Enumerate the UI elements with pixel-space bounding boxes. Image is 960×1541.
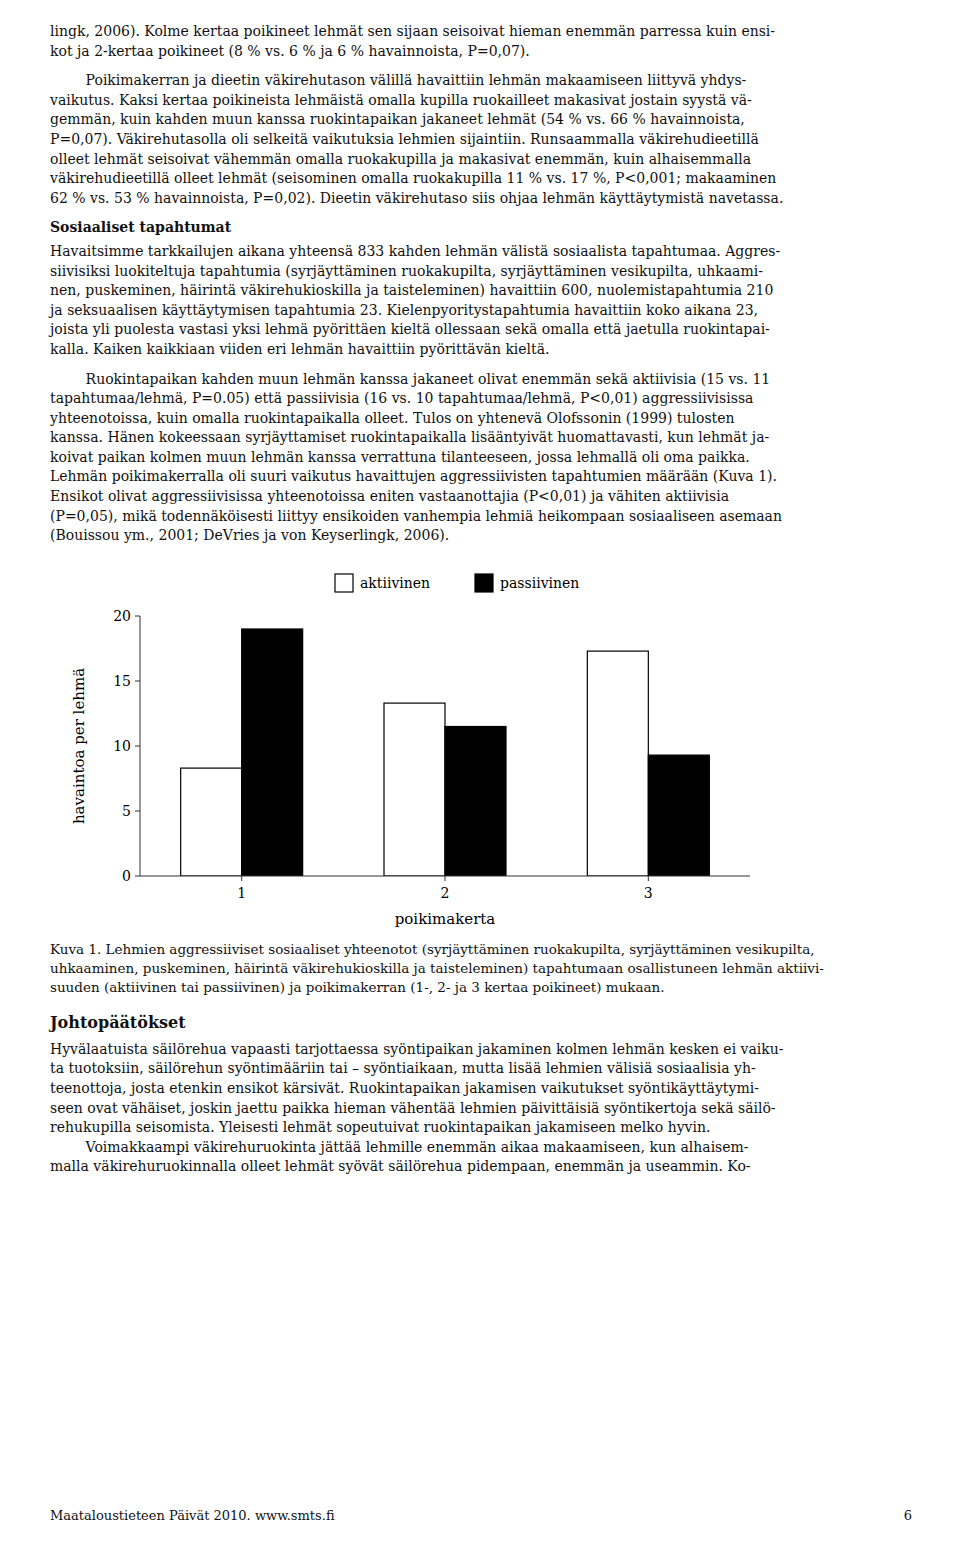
x-tick (445, 876, 446, 881)
chart: 0 5 10 15 20 1 2 3 poikimakerta havaintoa per leh… (60, 556, 780, 936)
bar (445, 726, 506, 876)
bar (181, 768, 242, 876)
paragraph: Poikimakerran ja dieetin väkirehutason v… (50, 71, 910, 208)
legend-swatch (475, 574, 493, 592)
bar (242, 629, 303, 876)
x-tick (648, 876, 649, 881)
paragraph: Havaitsimme tarkkailujen aikana yhteensä… (50, 242, 910, 360)
bar (587, 651, 648, 876)
y-tick-label: 20 (113, 608, 131, 624)
legend-label: passiivinen (500, 575, 579, 591)
footer: Maataloustieteen Päivät 2010. www.smts.f… (50, 1508, 912, 1523)
y-tick (135, 875, 140, 876)
x-tick-label: 3 (644, 885, 653, 901)
legend: aktiivinen passiivinen (335, 574, 579, 592)
y-tick-label: 15 (113, 673, 131, 689)
footer-text: Maataloustieteen Päivät 2010. www.smts.f… (50, 1508, 335, 1523)
legend-swatch (335, 574, 353, 592)
y-tick (135, 680, 140, 681)
conclusion: Hyvälaatuista säilörehua vapaasti tarjot… (50, 1040, 910, 1177)
x-tick-label: 2 (441, 885, 450, 901)
legend-label: aktiivinen (360, 575, 430, 591)
x-tick-label: 1 (237, 885, 246, 901)
bar (384, 703, 445, 876)
heading: Sosiaaliset tapahtumat (50, 218, 910, 238)
bar (648, 755, 709, 876)
y-tick (135, 615, 140, 616)
caption: Kuva 1. Lehmien aggressiiviset sosiaalis… (50, 940, 910, 997)
paragraph: lingk, 2006). Kolme kertaa poikineet leh… (50, 22, 910, 61)
y-tick (135, 745, 140, 746)
y-axis-label: havaintoa per lehmä (70, 668, 88, 824)
page-number: 6 (904, 1508, 912, 1523)
paragraph: Ruokintapaikan kahden muun lehmän kanssa… (50, 370, 910, 546)
y-tick (135, 810, 140, 811)
y-tick-label: 10 (113, 738, 131, 754)
section-title: Johtopäätökset (50, 1013, 910, 1032)
x-tick (241, 876, 242, 881)
bars (181, 629, 710, 876)
y-tick-label: 5 (122, 803, 131, 819)
x-axis-label: poikimakerta (395, 910, 496, 928)
y-tick-label: 0 (122, 868, 131, 884)
page: lingk, 2006). Kolme kertaa poikineet leh… (0, 0, 960, 1177)
